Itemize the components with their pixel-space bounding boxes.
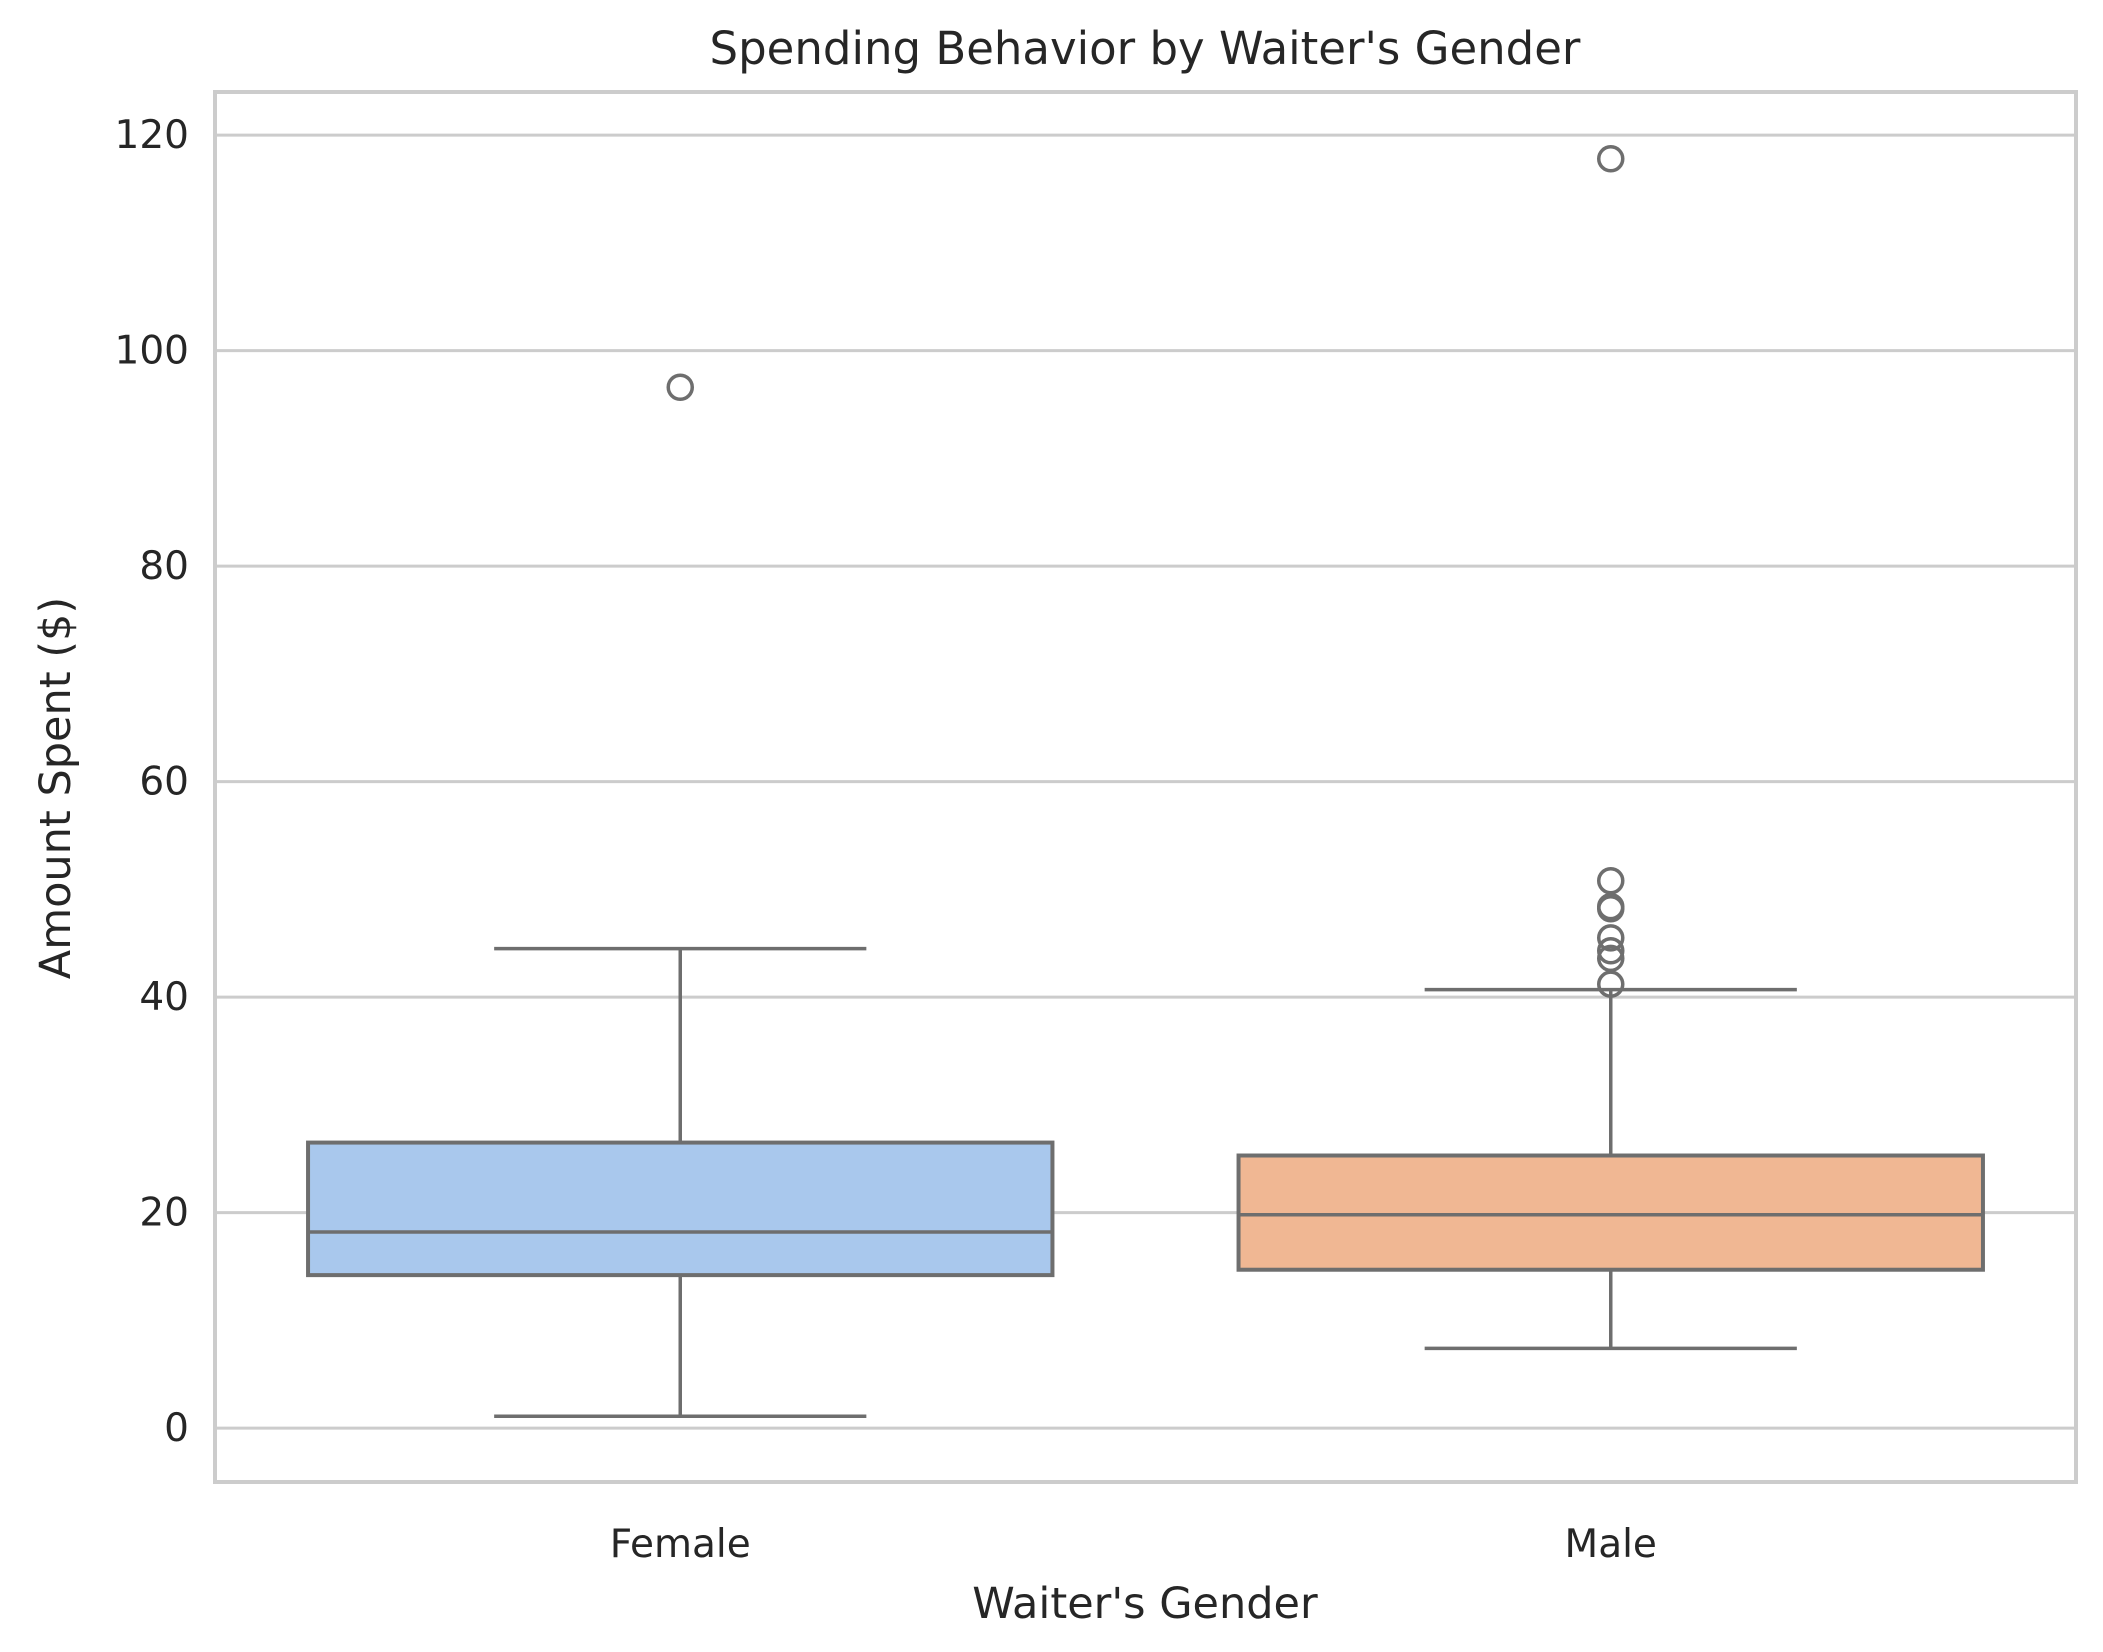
y-tick-labels: 0 20 40 60 80 100 120 [115, 113, 189, 1451]
x-tick-label: Male [1565, 1522, 1657, 1567]
outlier-point [1597, 924, 1625, 952]
x-tick-labels: Female Male [610, 1522, 1657, 1567]
y-axis-label: Amount Spent ($) [31, 597, 81, 979]
x-axis-label: Waiter's Gender [972, 1579, 1318, 1629]
iqr-box [1236, 1153, 1985, 1272]
y-tick-label: 0 [164, 1406, 189, 1451]
y-tick-label: 120 [115, 113, 189, 158]
chart-title: Spending Behavior by Waiter's Gender [710, 22, 1581, 75]
y-tick-label: 100 [115, 329, 189, 374]
boxes [306, 145, 1985, 1419]
outlier-point [1597, 944, 1625, 973]
y-tick-label: 20 [139, 1191, 189, 1236]
outlier-point [1597, 145, 1625, 173]
iqr-box [306, 1140, 1055, 1278]
y-tick-label: 40 [139, 975, 189, 1020]
outlier-point [1597, 970, 1625, 998]
outlier-point [1597, 892, 1625, 921]
x-tick-label: Female [610, 1522, 751, 1567]
box-group-female [306, 373, 1055, 1419]
outlier-point [666, 373, 694, 401]
plot-frame [213, 90, 2078, 1484]
y-tick-label: 60 [139, 760, 189, 805]
outlier-point [1597, 937, 1625, 965]
outlier-point [1597, 866, 1625, 895]
y-tick-label: 80 [139, 544, 189, 589]
box-group-male [1236, 145, 1985, 1351]
